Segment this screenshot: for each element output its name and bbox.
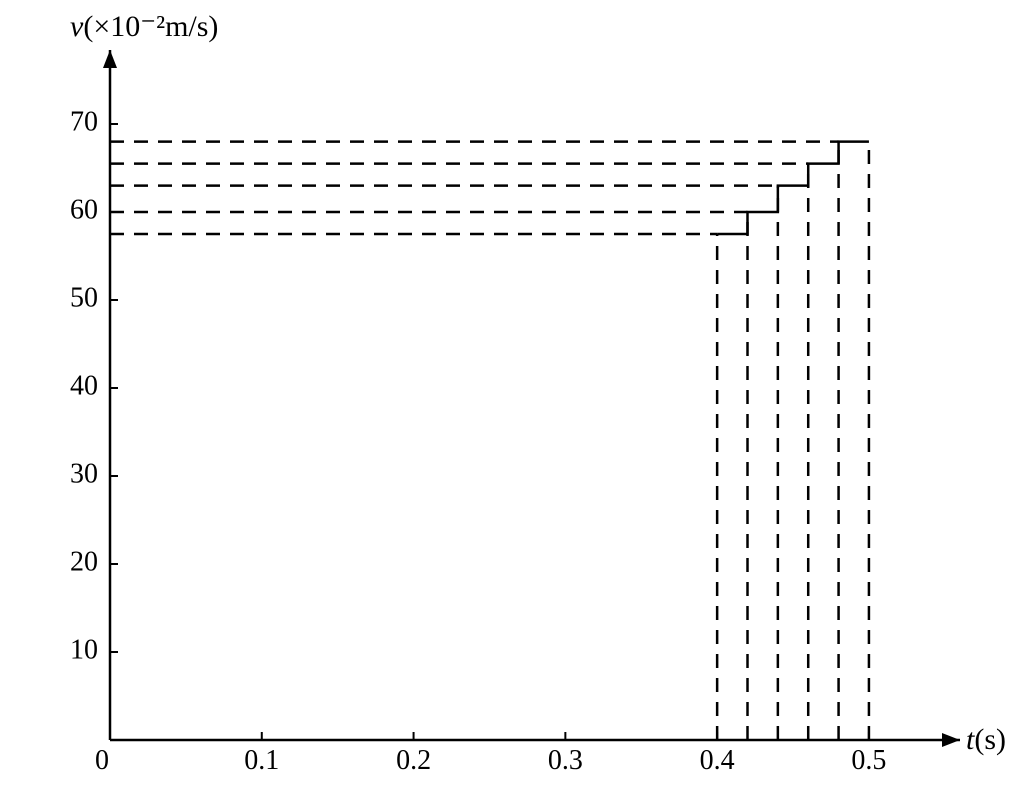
- vt-step-chart: 0 0.1 0.2 0.3 0.4 0.5 10 20 30 40 50 60 70 v(×10⁻²m/s…: [0, 0, 1012, 810]
- y-tick-label: 20: [70, 546, 98, 577]
- y-tick-label: 40: [70, 370, 98, 401]
- x-axis-title: t(s): [966, 723, 1006, 756]
- y-tick-label: 70: [70, 106, 98, 137]
- x-tick-label: 0.5: [851, 745, 886, 776]
- y-tick-label: 10: [70, 634, 98, 665]
- origin-label: 0: [95, 745, 109, 776]
- y-axis-arrow: [103, 50, 117, 68]
- step-series: [717, 142, 869, 234]
- x-axis-arrow: [942, 733, 960, 747]
- x-tick-label: 0.4: [700, 745, 735, 776]
- y-tick-label: 30: [70, 458, 98, 489]
- x-tick-label: 0.3: [548, 745, 583, 776]
- chart-svg: 0 0.1 0.2 0.3 0.4 0.5 10 20 30 40 50 60 70 v(×10⁻²m/s…: [0, 0, 1012, 810]
- y-axis-title: v(×10⁻²m/s): [70, 10, 218, 43]
- x-tick-label: 0.2: [396, 745, 431, 776]
- y-tick-label: 60: [70, 194, 98, 225]
- x-tick-label: 0.1: [244, 745, 279, 776]
- y-tick-label: 50: [70, 282, 98, 313]
